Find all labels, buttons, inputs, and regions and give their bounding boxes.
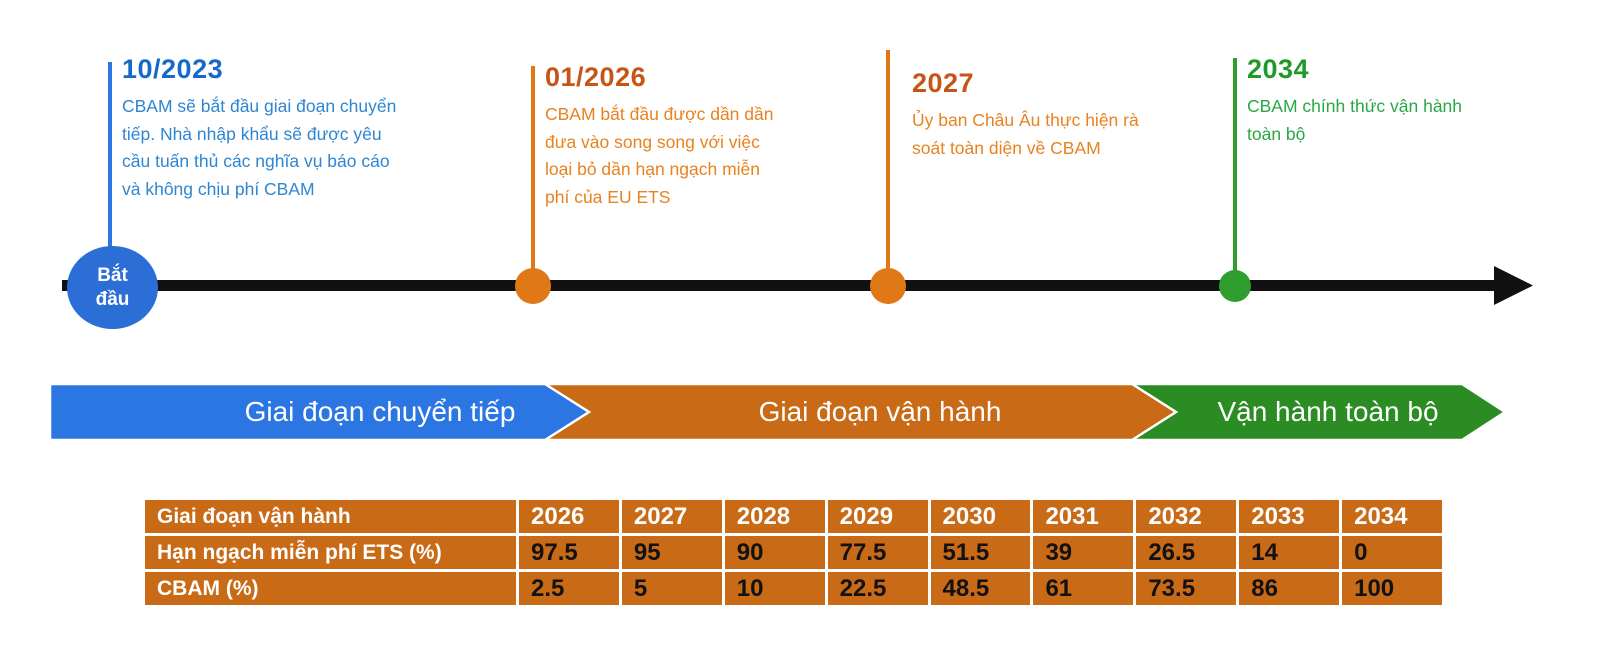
description-line: CBAM chính thức vận hành — [1247, 96, 1463, 116]
table-row-label: Hạn ngạch miễn phí ETS (%) — [145, 536, 516, 569]
table-header-cell: 2033 — [1239, 500, 1340, 533]
table-cell: 48.5 — [930, 572, 1031, 605]
phase-label-full-operation: Vận hành toàn bộ — [1217, 396, 1439, 427]
table-header-cell: 2032 — [1136, 500, 1237, 533]
table-cell: 22.5 — [827, 572, 928, 605]
description-line: loại bỏ dần hạn ngạch miễn — [545, 159, 761, 180]
table-cell: 10 — [724, 572, 825, 605]
table-cell: 77.5 — [827, 536, 928, 569]
table-cell: 26.5 — [1136, 536, 1237, 569]
milestone-date: 10/2023 — [122, 54, 224, 84]
milestone-dot-2034 — [1219, 270, 1251, 302]
milestone-2023: 10/2023 CBAM sẽ bắt đầu giai đoạn chuyển… — [122, 54, 396, 204]
table-header-cell: 2029 — [827, 500, 928, 533]
timeline-start-badge: Bắt đầu — [67, 246, 158, 329]
milestone-2034: 2034 CBAM chính thức vận hành toàn bộ — [1247, 54, 1462, 148]
milestone-description: CBAM bắt đầu được dần dần đưa vào song s… — [545, 101, 773, 212]
description-line: và không chịu phí CBAM — [122, 178, 315, 199]
table-cell: 100 — [1342, 572, 1442, 605]
table-header-cell: 2031 — [1033, 500, 1134, 533]
table-row-label: CBAM (%) — [145, 572, 516, 605]
table-cell: 14 — [1239, 536, 1340, 569]
table-cell: 5 — [621, 572, 722, 605]
table-header-cell: 2027 — [621, 500, 722, 533]
milestone-description: CBAM sẽ bắt đầu giai đoạn chuyển tiếp. N… — [122, 93, 396, 204]
description-line: đưa vào song song với việc — [545, 131, 760, 152]
milestone-dot-2027 — [870, 268, 906, 304]
milestone-description: CBAM chính thức vận hành toàn bộ — [1247, 93, 1462, 148]
table-header-cell: 2034 — [1342, 500, 1442, 533]
timeline-axis — [62, 280, 1498, 291]
description-line: CBAM sẽ bắt đầu giai đoạn chuyển — [122, 96, 397, 116]
table-header-cell: 2026 — [519, 500, 619, 533]
table-cell: 90 — [724, 536, 825, 569]
phase-label-transition: Giai đoạn chuyển tiếp — [244, 396, 516, 427]
description-line: cầu tuấn thủ các nghĩa vụ báo cáo — [122, 151, 390, 172]
table-cell: 2.5 — [519, 572, 619, 605]
milestone-date: 2034 — [1247, 54, 1310, 84]
milestone-dot-2026 — [515, 268, 551, 304]
milestone-date: 2027 — [912, 68, 975, 98]
table-cell: 95 — [621, 536, 722, 569]
milestone-2026: 01/2026 CBAM bắt đầu được dần dần đưa và… — [545, 62, 773, 212]
description-line: tiếp. Nhà nhập khẩu sẽ được yêu — [122, 123, 382, 144]
table-cell: 0 — [1342, 536, 1442, 569]
table-header-cell: Giai đoạn vận hành — [145, 500, 516, 533]
table-header-cell: 2028 — [724, 500, 825, 533]
milestone-2027: 2027 Ủy ban Châu Âu thực hiện rà soát to… — [912, 68, 1139, 162]
description-line: phí của EU ETS — [545, 186, 671, 207]
milestone-date: 01/2026 — [545, 62, 647, 92]
description-line: soát toàn diện về CBAM — [912, 137, 1101, 158]
milestone-description: Ủy ban Châu Âu thực hiện rà soát toàn di… — [912, 107, 1139, 162]
cbam-phase-in-table: Giai đoạn vận hành 2026 2027 2028 2029 2… — [145, 500, 1442, 605]
description-line: Ủy ban Châu Âu thực hiện rà — [912, 110, 1139, 130]
description-line: toàn bộ — [1247, 123, 1306, 144]
table-cell: 39 — [1033, 536, 1134, 569]
table-cell: 51.5 — [930, 536, 1031, 569]
start-badge-label: Bắt đầu — [95, 265, 130, 310]
table-cell: 86 — [1239, 572, 1340, 605]
description-line: CBAM bắt đầu được dần dần — [545, 104, 774, 124]
phase-arrow-transition — [48, 382, 592, 442]
phase-label-operation: Giai đoạn vận hành — [758, 396, 1002, 427]
table-header-cell: 2030 — [930, 500, 1031, 533]
table-cell: 97.5 — [519, 536, 619, 569]
table-cell: 61 — [1033, 572, 1134, 605]
axis-arrowhead-icon — [1494, 266, 1533, 305]
table-cell: 73.5 — [1136, 572, 1237, 605]
